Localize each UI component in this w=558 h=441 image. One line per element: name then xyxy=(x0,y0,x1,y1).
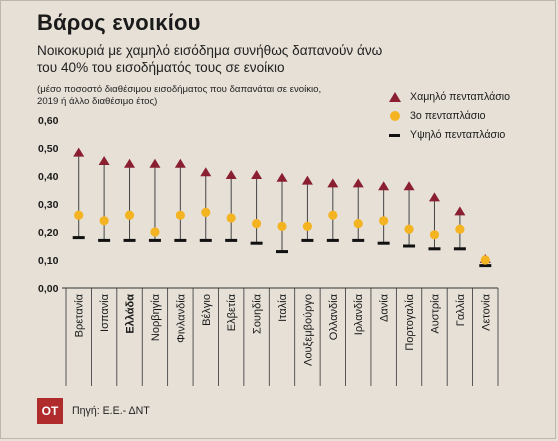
low-quintile-mark xyxy=(428,192,440,202)
third-quintile-mark xyxy=(175,210,185,220)
third-quintile-mark xyxy=(455,224,465,234)
third-quintile-mark xyxy=(353,219,363,229)
low-quintile-mark xyxy=(73,147,85,157)
high-quintile-mark xyxy=(453,247,466,251)
bar-marker-icon xyxy=(388,129,402,141)
low-quintile-mark xyxy=(149,158,161,168)
category-label: Βρετανία xyxy=(74,293,86,337)
high-quintile-mark xyxy=(403,244,416,248)
triangle-marker-icon xyxy=(388,91,402,103)
third-quintile-mark xyxy=(302,221,313,231)
y-tick-label: 0,60 xyxy=(38,115,59,127)
third-quintile-mark xyxy=(74,210,84,220)
low-quintile-mark xyxy=(301,175,313,185)
category-label: Σουηδία xyxy=(252,293,264,334)
category-label: Ιρλανδία xyxy=(353,293,365,335)
high-quintile-mark xyxy=(326,238,339,242)
third-quintile-mark xyxy=(328,210,338,220)
category-label: Πορτογαλία xyxy=(404,293,416,350)
category-label: Λουξεμβούργο xyxy=(302,294,314,366)
y-tick-label: 0,30 xyxy=(38,199,59,211)
low-quintile-mark xyxy=(276,172,288,182)
low-quintile-mark xyxy=(200,167,212,177)
legend-label-third-quintile: 3ο πενταπλάσιο xyxy=(410,110,486,122)
y-tick-label: 0,00 xyxy=(38,283,59,295)
y-tick-label: 0,40 xyxy=(38,171,59,183)
high-quintile-mark xyxy=(98,238,111,242)
third-quintile-mark xyxy=(429,230,440,240)
category-label: Νορβηγία xyxy=(150,293,162,341)
high-quintile-mark xyxy=(352,238,365,242)
category-label: Ολλανδία xyxy=(328,293,340,340)
third-quintile-mark xyxy=(379,216,389,226)
category-label: Δανία xyxy=(379,293,391,322)
third-quintile-mark xyxy=(277,221,287,231)
category-label: Γαλλία xyxy=(455,293,467,326)
high-quintile-mark xyxy=(199,238,212,242)
legend-item-third-quintile: 3ο πενταπλάσιο xyxy=(388,107,510,125)
legend-item-low-quintile: Χαμηλό πενταπλάσιο xyxy=(388,88,510,106)
category-label: Φινλανδία xyxy=(175,293,187,342)
low-quintile-mark xyxy=(251,170,263,179)
third-quintile-mark xyxy=(150,227,160,237)
category-label: Ελβετία xyxy=(226,293,238,331)
high-quintile-mark xyxy=(225,238,238,242)
third-quintile-mark xyxy=(201,207,211,217)
high-quintile-mark xyxy=(276,250,288,254)
y-tick-label: 0,10 xyxy=(38,255,59,267)
legend-item-high-quintile: Υψηλό πενταπλάσιο xyxy=(388,126,510,144)
y-tick-label: 0,20 xyxy=(38,227,59,239)
high-quintile-mark xyxy=(250,241,263,245)
low-quintile-mark xyxy=(225,170,237,179)
third-quintile-mark xyxy=(124,210,135,220)
legend-label-high-quintile: Υψηλό πενταπλάσιο xyxy=(410,129,506,141)
category-label: Ιταλία xyxy=(277,293,289,322)
legend-label-low-quintile: Χαμηλό πενταπλάσιο xyxy=(410,91,510,103)
third-quintile-mark xyxy=(99,216,109,226)
category-label: Ελλάδα xyxy=(125,294,137,334)
publisher-logo: OT xyxy=(37,398,63,424)
y-tick-label: 0,50 xyxy=(38,143,59,155)
category-label: Λετονία xyxy=(480,293,492,331)
category-label: Βέλγιο xyxy=(201,294,213,326)
category-label: Αυστρία xyxy=(429,293,441,333)
low-quintile-mark xyxy=(454,206,466,216)
low-quintile-mark xyxy=(124,158,136,168)
low-quintile-mark xyxy=(403,181,415,191)
low-quintile-mark xyxy=(98,156,110,165)
high-quintile-mark xyxy=(301,238,314,242)
chart-title: Βάρος ενοικίου xyxy=(37,10,201,35)
third-quintile-mark xyxy=(480,255,490,265)
high-quintile-mark xyxy=(123,238,136,242)
high-quintile-mark xyxy=(377,241,390,245)
high-quintile-mark xyxy=(479,264,492,268)
third-quintile-mark xyxy=(404,224,414,234)
high-quintile-mark xyxy=(174,238,187,242)
source-text: Πηγή: Ε.Ε.- ΔΝΤ xyxy=(72,405,150,417)
high-quintile-mark xyxy=(72,236,85,240)
category-label: Ισπανία xyxy=(99,293,111,332)
low-quintile-mark xyxy=(352,178,364,188)
circle-marker-icon xyxy=(388,110,402,122)
third-quintile-mark xyxy=(226,213,236,223)
low-quintile-mark xyxy=(327,178,339,188)
low-quintile-mark xyxy=(174,158,186,168)
chart-subtitle: Νοικοκυριά με χαμηλό εισόδημα συνήθως δα… xyxy=(37,43,383,75)
high-quintile-mark xyxy=(428,247,441,251)
high-quintile-mark xyxy=(148,238,161,242)
legend: Χαμηλό πενταπλάσιο 3ο πενταπλάσιο Υψηλό … xyxy=(388,88,510,145)
low-quintile-mark xyxy=(378,181,390,191)
chart-note: (μέσο ποσοστό διαθέσιμου εισοδήματος που… xyxy=(37,84,322,107)
third-quintile-mark xyxy=(251,219,262,229)
